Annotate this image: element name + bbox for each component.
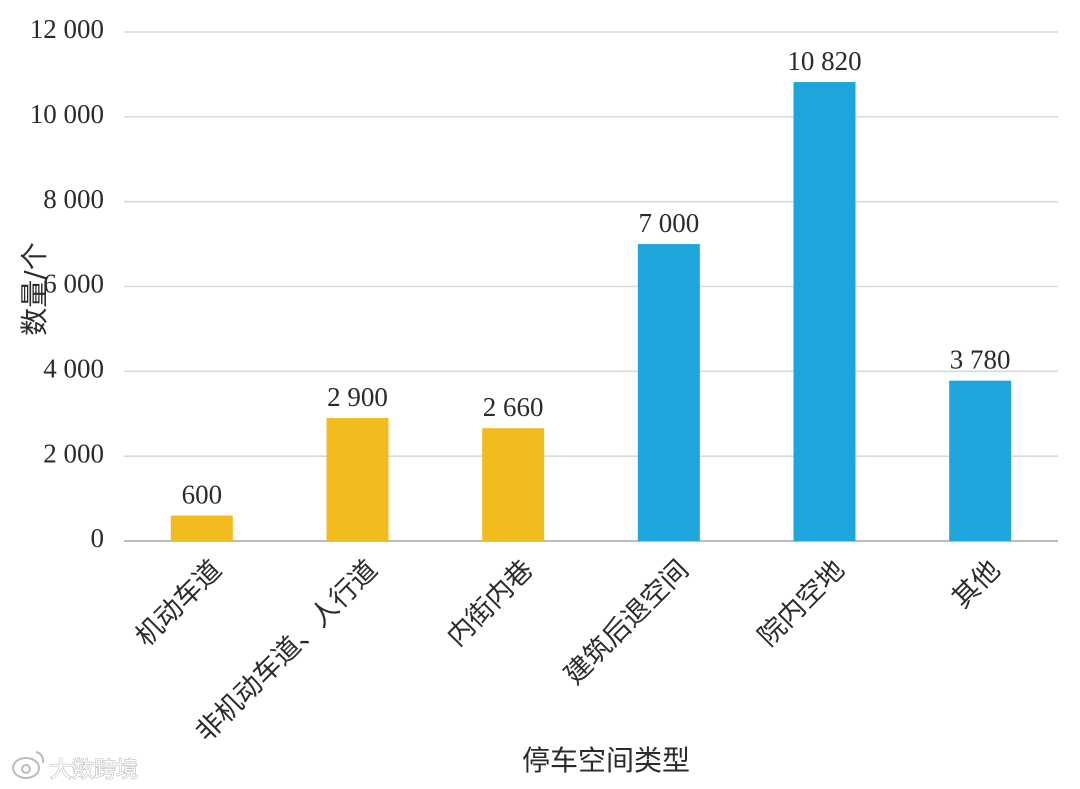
y-tick-label: 6 000 xyxy=(43,269,104,299)
watermark: 大数跨境 xyxy=(12,751,139,784)
y-tick-label: 0 xyxy=(91,523,105,553)
value-labels: 600 2 900 2 660 7 000 10 820 3 780 xyxy=(182,46,1011,509)
x-tick-label: 其他 xyxy=(946,554,1006,614)
x-tick-label: 机动车道 xyxy=(130,554,228,652)
y-tick-label: 4 000 xyxy=(43,354,104,384)
bar-value-label: 7 000 xyxy=(638,208,699,238)
bar-value-label: 10 820 xyxy=(787,46,861,76)
bar xyxy=(949,380,1012,541)
bar xyxy=(326,417,389,541)
y-tick-label: 10 000 xyxy=(30,99,104,129)
bar xyxy=(637,244,700,542)
y-tick-label: 2 000 xyxy=(43,438,104,468)
gridlines xyxy=(124,31,1058,542)
watermark-text: 大数跨境 xyxy=(50,758,138,783)
bar xyxy=(793,82,856,541)
weibo-icon xyxy=(12,751,45,779)
bars xyxy=(170,82,1012,542)
bar xyxy=(170,515,233,541)
bar-value-label: 2 660 xyxy=(483,392,544,422)
y-tick-label: 12 000 xyxy=(30,14,104,44)
x-tick-label: 内街内巷 xyxy=(441,554,539,652)
y-axis-ticks: 0 2 000 4 000 6 000 8 000 10 000 12 000 xyxy=(30,14,104,553)
x-axis-title: 停车空间类型 xyxy=(522,744,690,777)
bar-value-label: 600 xyxy=(182,480,223,510)
y-axis-title: 数量/个 xyxy=(18,242,51,335)
bar-value-label: 2 900 xyxy=(327,382,388,412)
bar xyxy=(482,428,545,541)
y-tick-label: 8 000 xyxy=(43,184,104,214)
x-tick-label: 建筑后退空间 xyxy=(559,554,695,690)
x-tick-label: 院内空地 xyxy=(752,554,850,652)
bar-value-label: 3 780 xyxy=(950,345,1011,375)
